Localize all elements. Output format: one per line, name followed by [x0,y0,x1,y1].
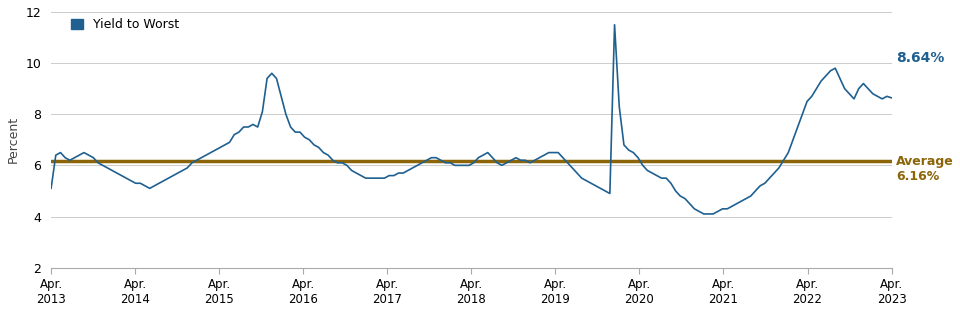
Text: 8.64%: 8.64% [896,51,945,65]
Legend: Yield to Worst: Yield to Worst [65,13,184,36]
Text: Average
6.16%: Average 6.16% [896,155,953,183]
Y-axis label: Percent: Percent [7,116,20,163]
